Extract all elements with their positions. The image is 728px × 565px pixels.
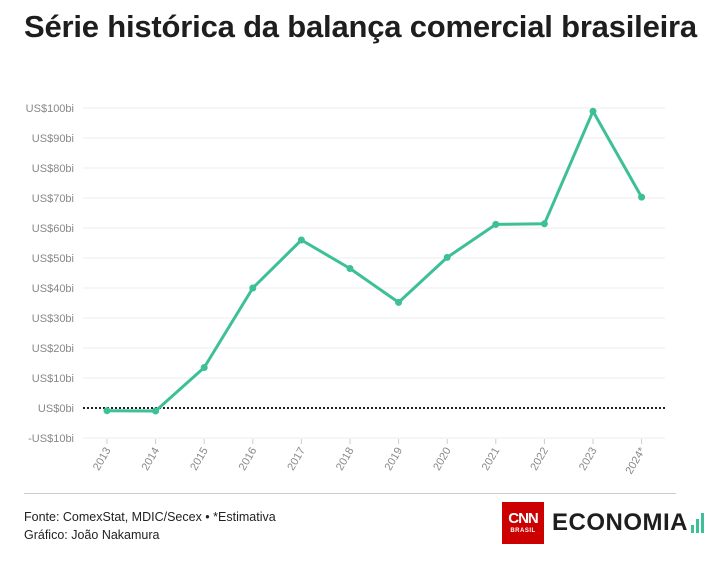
x-axis-ticks — [106, 439, 643, 444]
data-point — [638, 193, 646, 201]
y-tick-label: US$80bi — [32, 163, 74, 175]
x-tick-label: 2016 — [237, 446, 260, 473]
x-tick-label: 2023 — [577, 446, 600, 473]
series-points — [103, 107, 646, 415]
x-tick-label: 2020 — [431, 446, 454, 473]
data-point — [152, 407, 160, 415]
source-text: Fonte: ComexStat, MDIC/Secex • *Estimati… — [24, 510, 276, 524]
cnn-brasil-logo: CNN BRASIL — [502, 502, 544, 544]
series-line-path — [105, 109, 644, 413]
data-point — [103, 407, 111, 415]
x-tick-label: 2024* — [623, 445, 648, 477]
y-tick-label: US$20bi — [32, 343, 74, 355]
bars-icon — [691, 513, 704, 533]
line-chart: -US$10bi US$0bi US$10bi US$20bi US$30bi US$40… — [26, 103, 665, 477]
brand-logos: CNN BRASIL ECONOMIA — [502, 501, 705, 545]
source-note: Fonte: ComexStat, MDIC/Secex • *Estimati… — [24, 508, 276, 544]
x-axis-labels: 2013 2014 2015 2016 2017 2018 2019 2020 2021 2022… — [91, 445, 649, 477]
data-point — [297, 236, 305, 244]
footer-divider — [24, 493, 676, 494]
data-point — [589, 107, 597, 115]
y-tick-label: -US$10bi — [28, 433, 74, 445]
x-tick-label: 2017 — [285, 446, 308, 473]
grid-lines — [83, 107, 665, 439]
y-tick-label: US$70bi — [32, 193, 74, 205]
data-point — [200, 364, 208, 371]
data-point — [395, 298, 403, 306]
series-line — [105, 109, 644, 413]
y-tick-label: US$0bi — [38, 403, 74, 415]
x-tick-label: 2022 — [528, 446, 551, 473]
x-tick-label: 2015 — [188, 446, 211, 473]
x-tick-label: 2014 — [140, 446, 163, 473]
chart-title: Série histórica da balança comercial bra… — [24, 9, 697, 44]
data-point — [249, 284, 257, 292]
y-tick-label: US$30bi — [32, 313, 74, 325]
x-tick-label: 2018 — [334, 446, 357, 473]
y-tick-label: US$50bi — [32, 253, 74, 265]
x-tick-label: 2021 — [480, 446, 503, 473]
cnn-logo-text: CNN — [508, 510, 538, 527]
y-tick-label: US$40bi — [32, 283, 74, 295]
credit-text: Gráfico: João Nakamura — [24, 528, 160, 542]
y-tick-label: US$10bi — [32, 373, 74, 385]
economia-logo-text: ECONOMIA — [552, 509, 688, 536]
data-point — [492, 220, 500, 228]
data-point — [346, 265, 354, 272]
y-tick-label: US$100bi — [26, 103, 74, 115]
y-axis-labels: -US$10bi US$0bi US$10bi US$20bi US$30bi US$40… — [26, 103, 74, 445]
data-point — [443, 253, 451, 261]
x-tick-label: 2019 — [383, 446, 406, 473]
y-tick-label: US$90bi — [32, 133, 74, 145]
data-point — [540, 220, 548, 228]
x-tick-label: 2013 — [91, 446, 114, 473]
cnn-logo-subtext: BRASIL — [510, 528, 536, 534]
y-tick-label: US$60bi — [32, 223, 74, 235]
economia-logo: ECONOMIA — [552, 509, 705, 537]
